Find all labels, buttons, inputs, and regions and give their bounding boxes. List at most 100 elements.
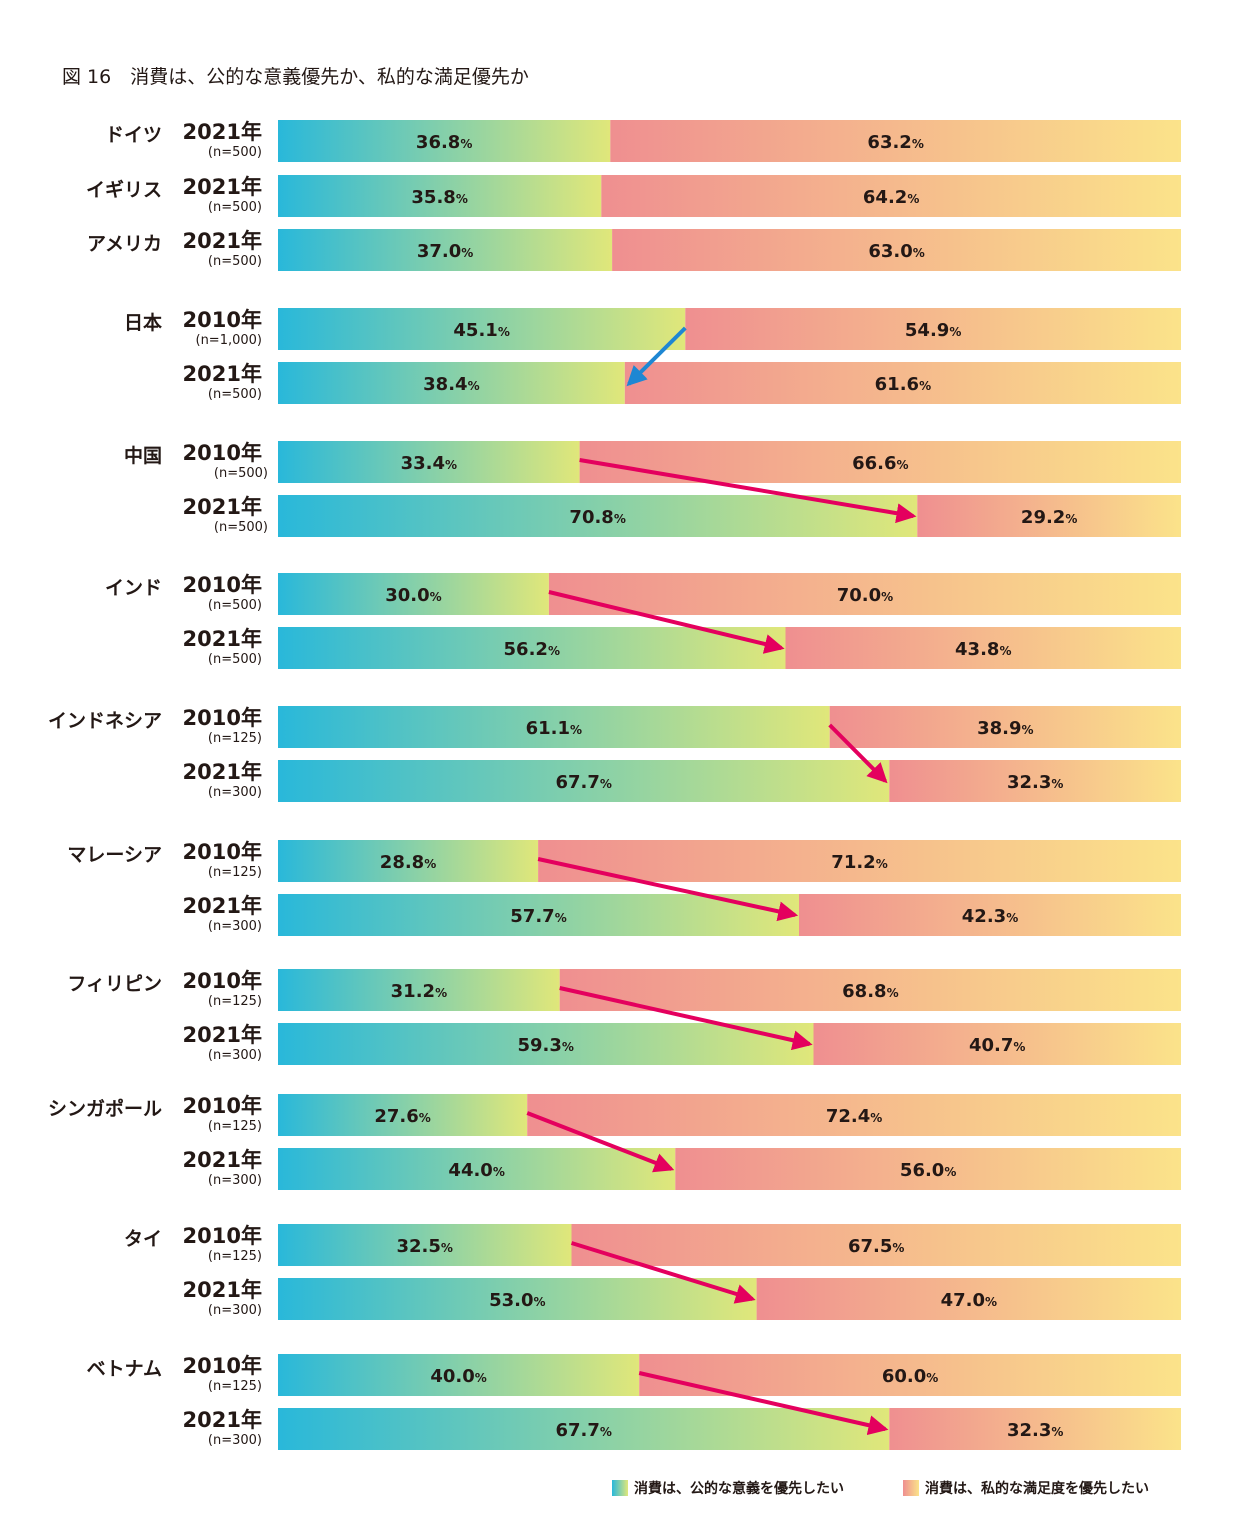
- bar-private: [559, 969, 1181, 1011]
- bar-public: [278, 840, 539, 882]
- year-label: 2021年: [183, 1278, 262, 1302]
- change-arrow: [626, 326, 687, 387]
- bar-public: [278, 1408, 890, 1450]
- bar-public: [278, 362, 625, 404]
- value-label-private: 32.3%: [1007, 1420, 1063, 1441]
- sample-size-label: (n=125): [208, 731, 262, 746]
- value-label-private: 67.5%: [848, 1236, 904, 1257]
- bar-public: [278, 1094, 528, 1136]
- value-label-public: 56.2%: [504, 639, 560, 660]
- bar-private: [889, 1408, 1181, 1450]
- bar-private: [527, 1094, 1181, 1136]
- value-label-public: 67.7%: [555, 1420, 611, 1441]
- value-label-public: 35.8%: [411, 187, 467, 208]
- value-label-public: 37.0%: [417, 241, 473, 262]
- chart-title: 図 16 消費は、公的な意義優先か、私的な満足優先か: [62, 66, 529, 88]
- year-label: 2021年: [183, 1148, 262, 1172]
- value-label-private: 64.2%: [863, 187, 919, 208]
- bar-public: [278, 441, 580, 483]
- country-label: イギリス: [86, 179, 162, 201]
- value-label-private: 29.2%: [1021, 507, 1077, 528]
- bar-private: [610, 120, 1181, 162]
- year-label: 2021年: [183, 120, 262, 144]
- value-label-private: 63.0%: [868, 241, 924, 262]
- sample-size-label: (n=500): [208, 387, 262, 402]
- value-label-public: 70.8%: [569, 507, 625, 528]
- year-label: 2021年: [183, 627, 262, 651]
- bar-private: [538, 840, 1181, 882]
- value-label-public: 59.3%: [518, 1035, 574, 1056]
- bar-public: [278, 573, 549, 615]
- sample-size-label: (n=300): [208, 919, 262, 934]
- value-label-public: 38.4%: [423, 374, 479, 395]
- value-label-private: 70.0%: [837, 585, 893, 606]
- value-label-private: 40.7%: [969, 1035, 1025, 1056]
- bar-private: [601, 175, 1181, 217]
- sample-size-label: (n=125): [208, 1379, 262, 1394]
- change-arrow: [559, 986, 813, 1051]
- country-label: アメリカ: [87, 233, 162, 255]
- value-label-public: 67.7%: [555, 772, 611, 793]
- year-label: 2021年: [183, 362, 262, 386]
- value-label-public: 40.0%: [430, 1366, 486, 1387]
- bar-private: [639, 1354, 1181, 1396]
- year-label: 2010年: [183, 573, 262, 597]
- sample-size-label: (n=500): [208, 254, 262, 269]
- value-label-private: 66.6%: [852, 453, 908, 474]
- bar-public: [278, 1023, 814, 1065]
- bar-private: [889, 760, 1181, 802]
- change-arrow: [526, 1111, 675, 1173]
- bar-public: [278, 969, 560, 1011]
- value-label-public: 53.0%: [489, 1290, 545, 1311]
- legend-label-public: 消費は、公的な意義を優先したい: [634, 1481, 844, 1497]
- value-label-private: 32.3%: [1007, 772, 1063, 793]
- value-label-public: 45.1%: [453, 320, 509, 341]
- change-arrow: [570, 1241, 756, 1304]
- value-label-public: 30.0%: [385, 585, 441, 606]
- bar-private: [612, 229, 1181, 271]
- value-label-private: 47.0%: [941, 1290, 997, 1311]
- sample-size-label: (n=500): [208, 598, 262, 613]
- year-label: 2010年: [183, 1224, 262, 1248]
- bar-public: [278, 1224, 572, 1266]
- sample-size-label: (n=500): [208, 145, 262, 160]
- bar-public: [278, 627, 786, 669]
- sample-size-label: (n=300): [208, 1303, 262, 1318]
- bar-private: [571, 1224, 1181, 1266]
- year-label: 2010年: [183, 308, 262, 332]
- bar-public: [278, 495, 918, 537]
- sample-size-label: (n=125): [208, 1119, 262, 1134]
- bar-private: [685, 308, 1181, 350]
- change-arrow: [537, 857, 799, 922]
- value-label-private: 54.9%: [905, 320, 961, 341]
- sample-size-label: (n=500): [214, 466, 268, 481]
- sample-size-label: (n=300): [208, 785, 262, 800]
- value-label-public: 57.7%: [510, 906, 566, 927]
- value-label-private: 42.3%: [962, 906, 1018, 927]
- sample-size-label: (n=125): [208, 865, 262, 880]
- legend-label-private: 消費は、私的な満足度を優先したい: [925, 1481, 1149, 1497]
- legend-swatch-private: [903, 1480, 919, 1496]
- year-label: 2021年: [183, 760, 262, 784]
- change-arrow: [638, 1371, 889, 1436]
- country-label: 日本: [124, 311, 162, 334]
- country-label: インドネシア: [48, 710, 162, 732]
- bar-public: [278, 1354, 640, 1396]
- sample-size-label: (n=1,000): [196, 333, 263, 348]
- country-label: フィリピン: [67, 973, 162, 995]
- bar-public: [278, 229, 613, 271]
- bar-private: [624, 362, 1181, 404]
- year-label: 2010年: [183, 969, 262, 993]
- bar-public: [278, 760, 890, 802]
- value-label-public: 61.1%: [526, 718, 582, 739]
- sample-size-label: (n=500): [214, 520, 268, 535]
- legend-public: 消費は、公的な意義を優先したい: [612, 1478, 844, 1498]
- country-label: ドイツ: [105, 124, 162, 146]
- change-arrow: [548, 590, 785, 654]
- bar-public: [278, 706, 830, 748]
- value-label-private: 60.0%: [882, 1366, 938, 1387]
- year-label: 2010年: [183, 1094, 262, 1118]
- country-label: シンガポール: [48, 1097, 162, 1120]
- year-label: 2021年: [183, 495, 262, 519]
